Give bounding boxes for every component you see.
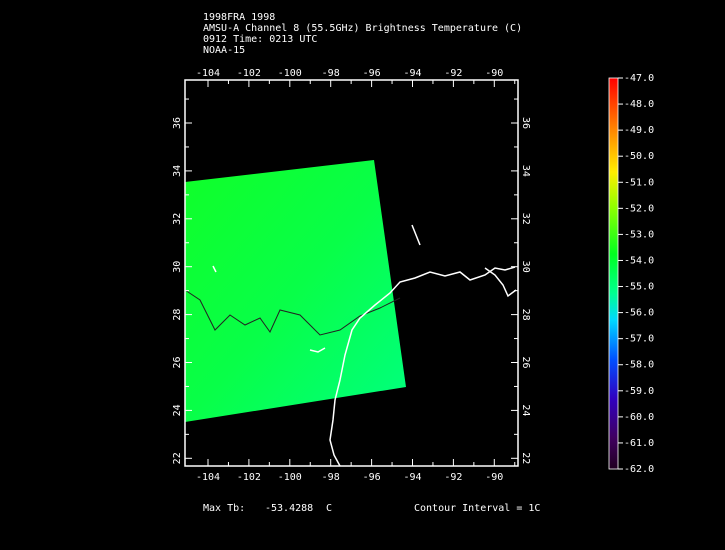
lon-label-top: -90 <box>485 68 503 79</box>
lat-label-left: 28 <box>172 309 183 321</box>
colorbar-label: -61.0 <box>624 438 654 449</box>
colorbar-label: -59.0 <box>624 386 654 397</box>
lat-label-left: 22 <box>172 452 183 464</box>
lat-label-right: 26 <box>520 356 531 368</box>
header-line: AMSU-A Channel 8 (55.5GHz) Brightness Te… <box>203 23 522 34</box>
colorbar-label: -55.0 <box>624 282 654 293</box>
contour-interval: Contour Interval = 1C <box>414 503 540 514</box>
lon-label-bottom: -98 <box>322 472 340 483</box>
lon-label-bottom: -94 <box>403 472 421 483</box>
lat-label-right: 30 <box>520 261 531 273</box>
colorbar-label: -51.0 <box>624 177 654 188</box>
max-value: -53.4288 <box>265 503 313 514</box>
header-line: 1998FRA 1998 <box>203 12 275 23</box>
colorbar-label: -56.0 <box>624 308 654 319</box>
colorbar-label: -58.0 <box>624 360 654 371</box>
colorbar-label: -50.0 <box>624 151 654 162</box>
max-unit: C <box>326 503 332 514</box>
lat-label-left: 30 <box>172 261 183 273</box>
header-line: NOAA-15 <box>203 45 245 56</box>
lat-label-right: 36 <box>520 117 531 129</box>
lat-label-right: 28 <box>520 309 531 321</box>
lat-label-right: 22 <box>520 452 531 464</box>
lon-label-top: -102 <box>237 68 261 79</box>
lon-label-top: -96 <box>363 68 381 79</box>
lat-label-left: 34 <box>172 165 183 177</box>
lon-label-top: -104 <box>196 68 220 79</box>
colorbar-label: -53.0 <box>624 229 654 240</box>
colorbar <box>608 77 619 470</box>
lon-label-bottom: -92 <box>444 472 462 483</box>
colorbar-label: -57.0 <box>624 334 654 345</box>
lat-label-left: 26 <box>172 356 183 368</box>
lon-label-top: -98 <box>322 68 340 79</box>
colorbar-label: -62.0 <box>624 464 654 475</box>
max-label: Max Tb: <box>203 503 245 514</box>
lat-label-right: 32 <box>520 213 531 225</box>
colorbar-label: -49.0 <box>624 125 654 136</box>
lat-label-left: 24 <box>172 404 183 416</box>
colorbar-label: -60.0 <box>624 412 654 423</box>
lat-label-left: 36 <box>172 117 183 129</box>
header-line: 0912 Time: 0213 UTC <box>203 34 317 45</box>
lat-label-right: 34 <box>520 165 531 177</box>
lon-label-bottom: -104 <box>196 472 220 483</box>
colorbar-label: -48.0 <box>624 99 654 110</box>
lat-label-left: 32 <box>172 213 183 225</box>
lon-label-bottom: -102 <box>237 472 261 483</box>
colorbar-label: -54.0 <box>624 255 654 266</box>
colorbar-label: -52.0 <box>624 203 654 214</box>
data-swath <box>185 160 406 422</box>
lon-label-bottom: -100 <box>278 472 302 483</box>
contour-line <box>184 289 401 336</box>
lat-label-right: 24 <box>520 404 531 416</box>
lon-label-bottom: -96 <box>363 472 381 483</box>
coastline <box>212 224 517 467</box>
lon-label-bottom: -90 <box>485 472 503 483</box>
colorbar-label: -47.0 <box>624 73 654 84</box>
lon-label-top: -100 <box>278 68 302 79</box>
lon-label-top: -92 <box>444 68 462 79</box>
lon-label-top: -94 <box>403 68 421 79</box>
